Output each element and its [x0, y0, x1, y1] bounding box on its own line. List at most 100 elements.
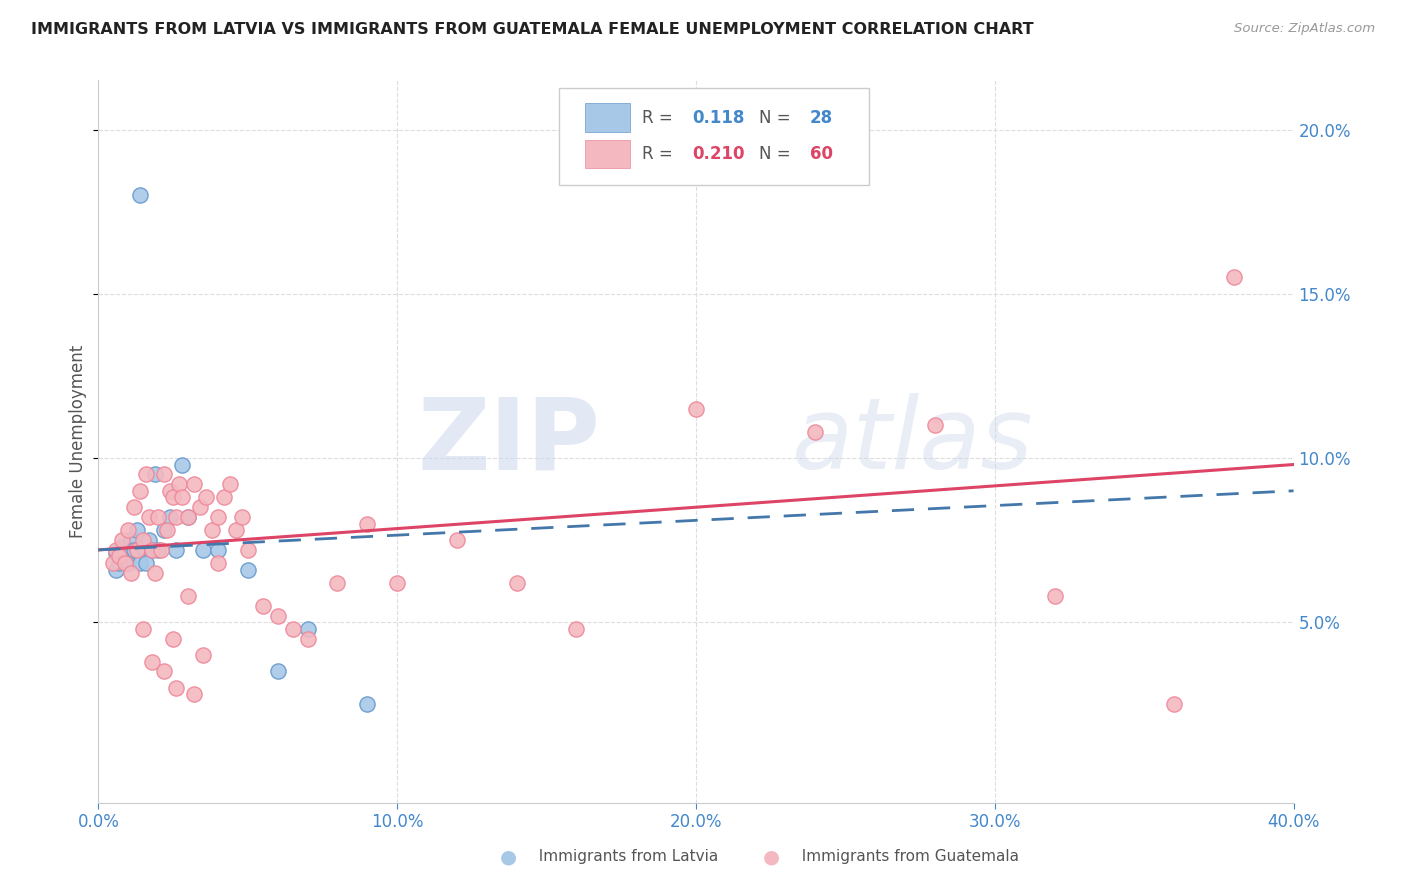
Point: [191, 648, 214, 662]
Text: Immigrants from Guatemala: Immigrants from Guatemala: [792, 849, 1018, 864]
Text: atlas: atlas: [792, 393, 1033, 490]
Point: [446, 533, 468, 547]
Point: [132, 540, 155, 554]
Point: [281, 622, 304, 636]
Point: [135, 467, 157, 482]
Text: N =: N =: [759, 145, 796, 163]
Point: [177, 589, 200, 603]
Point: [117, 556, 139, 570]
Point: [127, 523, 149, 537]
Point: [236, 563, 259, 577]
Text: Source: ZipAtlas.com: Source: ZipAtlas.com: [1234, 22, 1375, 36]
Point: [105, 542, 128, 557]
Point: [148, 542, 170, 557]
Point: [141, 542, 163, 557]
Point: [356, 516, 378, 531]
Point: [132, 533, 155, 547]
Point: [207, 542, 229, 557]
FancyBboxPatch shape: [585, 103, 630, 132]
Point: [267, 608, 290, 623]
Point: [117, 523, 139, 537]
Point: [148, 510, 170, 524]
Point: [124, 500, 146, 515]
Point: [225, 523, 247, 537]
Point: [297, 632, 319, 646]
Point: [105, 546, 128, 560]
Point: [105, 563, 128, 577]
Point: [135, 556, 157, 570]
Point: [162, 491, 184, 505]
Point: [1163, 698, 1185, 712]
Point: [114, 549, 136, 564]
Text: 0.210: 0.210: [692, 145, 745, 163]
Point: [141, 542, 163, 557]
Text: R =: R =: [643, 145, 678, 163]
Point: [177, 510, 200, 524]
Point: [506, 575, 529, 590]
Point: [159, 483, 181, 498]
Point: [165, 510, 187, 524]
Point: [129, 556, 152, 570]
Point: [138, 510, 160, 524]
Point: [108, 556, 131, 570]
Point: [153, 467, 176, 482]
Point: [191, 542, 214, 557]
Text: N =: N =: [759, 109, 796, 127]
Point: [252, 599, 274, 613]
Point: [129, 483, 152, 498]
Point: [159, 510, 181, 524]
Point: [138, 533, 160, 547]
Point: [132, 622, 155, 636]
Point: [150, 542, 173, 557]
Point: [188, 500, 211, 515]
Point: [326, 575, 349, 590]
Point: [219, 477, 242, 491]
Point: [685, 401, 707, 416]
Point: [153, 665, 176, 679]
Point: [111, 540, 134, 554]
Text: R =: R =: [643, 109, 678, 127]
Text: ●: ●: [499, 847, 517, 866]
Point: [183, 477, 205, 491]
Point: [172, 458, 194, 472]
Point: [231, 510, 253, 524]
Point: [143, 566, 166, 580]
Point: [124, 542, 146, 557]
Point: [114, 556, 136, 570]
Text: ●: ●: [762, 847, 779, 866]
FancyBboxPatch shape: [558, 87, 869, 185]
Text: ZIP: ZIP: [418, 393, 600, 490]
Point: [141, 655, 163, 669]
FancyBboxPatch shape: [585, 139, 630, 169]
Point: [201, 523, 224, 537]
Point: [167, 477, 190, 491]
Point: [212, 491, 235, 505]
Point: [162, 632, 184, 646]
Point: [177, 510, 200, 524]
Text: IMMIGRANTS FROM LATVIA VS IMMIGRANTS FROM GUATEMALA FEMALE UNEMPLOYMENT CORRELAT: IMMIGRANTS FROM LATVIA VS IMMIGRANTS FRO…: [31, 22, 1033, 37]
Point: [127, 542, 149, 557]
Point: [165, 681, 187, 695]
Point: [804, 425, 827, 439]
Point: [267, 665, 290, 679]
Point: [143, 467, 166, 482]
Y-axis label: Female Unemployment: Female Unemployment: [69, 345, 87, 538]
Point: [108, 549, 131, 564]
Point: [120, 566, 142, 580]
Point: [924, 418, 946, 433]
Point: [103, 556, 125, 570]
Point: [236, 542, 259, 557]
Point: [297, 622, 319, 636]
Point: [207, 556, 229, 570]
Point: [172, 491, 194, 505]
Point: [385, 575, 409, 590]
Point: [356, 698, 378, 712]
Point: [1043, 589, 1066, 603]
Text: 0.118: 0.118: [692, 109, 745, 127]
Point: [565, 622, 588, 636]
Point: [183, 687, 205, 701]
Point: [195, 491, 218, 505]
Text: Immigrants from Latvia: Immigrants from Latvia: [529, 849, 718, 864]
Text: 60: 60: [810, 145, 832, 163]
Point: [120, 533, 142, 547]
